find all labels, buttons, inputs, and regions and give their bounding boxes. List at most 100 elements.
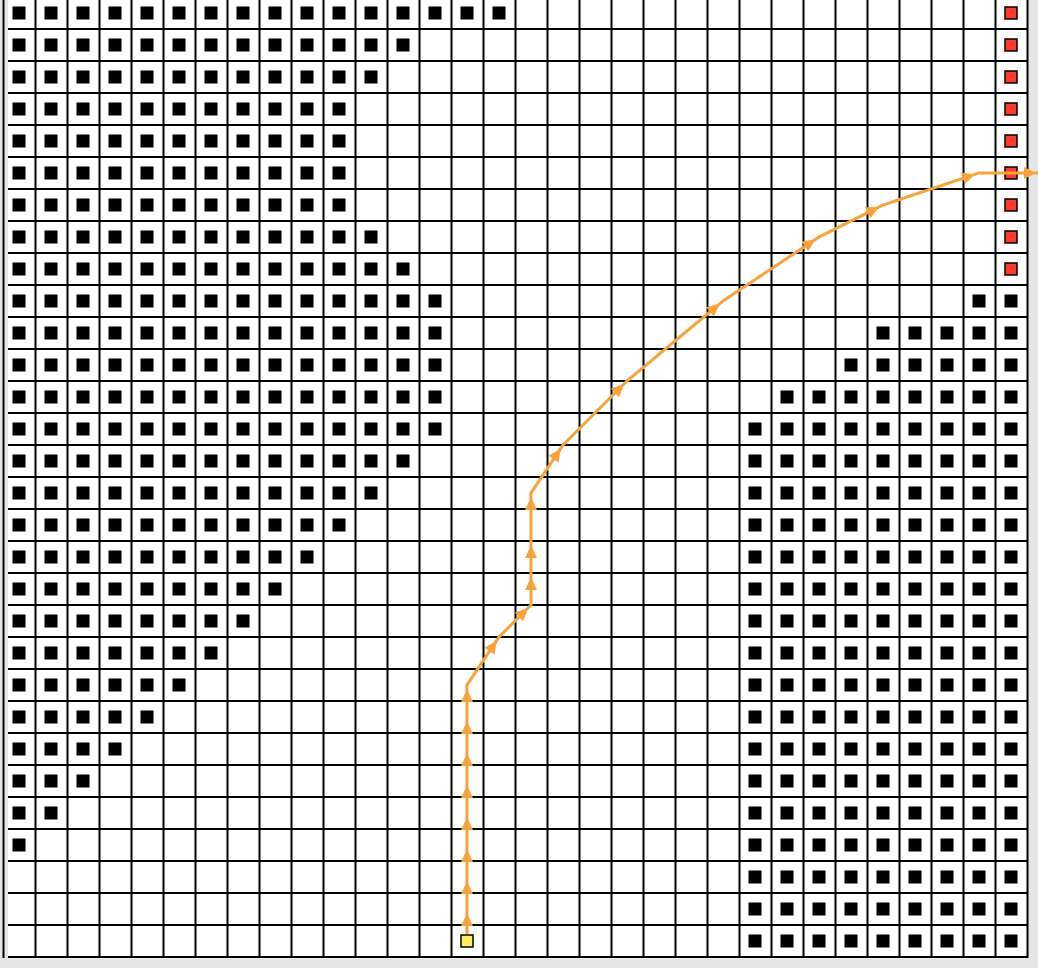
obstacle-cell: [76, 774, 90, 788]
obstacle-cell: [236, 134, 250, 148]
obstacle-cell: [300, 166, 314, 180]
obstacle-cell: [876, 806, 890, 820]
obstacle-cell: [812, 646, 826, 660]
path-arrowhead: [461, 913, 473, 926]
obstacle-cell: [396, 294, 410, 308]
obstacle-cell: [76, 678, 90, 692]
path-arrowhead: [461, 753, 473, 766]
grid-lines: [2, 0, 1029, 958]
obstacle-cell: [812, 390, 826, 404]
obstacle-cell: [76, 38, 90, 52]
obstacle-cell: [364, 6, 378, 20]
obstacle-cell: [908, 422, 922, 436]
obstacle-cell: [204, 518, 218, 532]
obstacle-cell: [876, 902, 890, 916]
obstacle-cell: [76, 742, 90, 756]
obstacle-cell: [12, 262, 26, 276]
obstacle-cell: [44, 454, 58, 468]
obstacle-cell: [780, 838, 794, 852]
obstacle-cell: [140, 294, 154, 308]
obstacle-cell: [140, 166, 154, 180]
obstacle-cell: [940, 678, 954, 692]
obstacle-cell: [396, 390, 410, 404]
obstacle-cell: [140, 326, 154, 340]
obstacle-cell: [44, 102, 58, 116]
obstacle-cell: [76, 326, 90, 340]
obstacle-cell: [204, 166, 218, 180]
obstacle-cell: [972, 294, 986, 308]
obstacle-cell: [300, 38, 314, 52]
obstacle-cell: [396, 262, 410, 276]
obstacle-cell: [972, 934, 986, 948]
obstacle-cell: [44, 710, 58, 724]
obstacle-cell: [268, 166, 282, 180]
obstacle-cell: [908, 934, 922, 948]
obstacle-cell: [204, 358, 218, 372]
path-arrowhead: [525, 577, 537, 590]
obstacle-cell: [140, 390, 154, 404]
obstacle-cell: [844, 646, 858, 660]
obstacle-cell: [204, 294, 218, 308]
goal-cell: [1004, 230, 1018, 244]
obstacle-cell: [876, 390, 890, 404]
obstacle-cell: [236, 38, 250, 52]
obstacle-cell: [908, 870, 922, 884]
obstacle-cell: [76, 134, 90, 148]
obstacle-cell: [76, 582, 90, 596]
obstacle-cell: [44, 486, 58, 500]
obstacle-cell: [108, 262, 122, 276]
obstacle-cell: [812, 742, 826, 756]
obstacle-cell: [108, 326, 122, 340]
obstacle-cell: [1004, 934, 1018, 948]
obstacle-cell: [1004, 454, 1018, 468]
obstacle-cell: [268, 582, 282, 596]
obstacle-cell: [748, 838, 762, 852]
obstacle-cell: [364, 38, 378, 52]
obstacle-cell: [876, 934, 890, 948]
obstacle-cell: [748, 454, 762, 468]
obstacle-cell: [236, 326, 250, 340]
obstacle-cell: [172, 678, 186, 692]
obstacle-cell: [844, 550, 858, 564]
obstacle-cell: [44, 422, 58, 436]
obstacle-cell: [844, 486, 858, 500]
obstacle-cell: [268, 326, 282, 340]
obstacle-cell: [108, 294, 122, 308]
obstacle-cell: [812, 614, 826, 628]
planned-path: [461, 167, 1038, 935]
obstacle-cell: [108, 486, 122, 500]
obstacle-cell: [44, 582, 58, 596]
obstacle-cell: [236, 390, 250, 404]
obstacle-cell: [972, 614, 986, 628]
obstacle-cell: [876, 422, 890, 436]
obstacle-cell: [844, 422, 858, 436]
obstacle-cell: [908, 678, 922, 692]
obstacle-cell: [908, 902, 922, 916]
obstacle-cell: [140, 454, 154, 468]
obstacle-cell: [876, 358, 890, 372]
obstacle-cell: [332, 6, 346, 20]
obstacle-cell: [748, 422, 762, 436]
obstacle-cell: [332, 70, 346, 84]
obstacle-cell: [76, 422, 90, 436]
obstacle-cell: [780, 806, 794, 820]
obstacle-cell: [940, 710, 954, 724]
obstacle-cell: [44, 358, 58, 372]
obstacle-cell: [364, 70, 378, 84]
obstacle-cell: [428, 390, 442, 404]
start-marker: [460, 934, 474, 948]
obstacle-cell: [780, 742, 794, 756]
board-background: [8, 0, 1028, 958]
obstacle-cell: [300, 102, 314, 116]
obstacle-cell: [172, 390, 186, 404]
obstacle-cell: [268, 422, 282, 436]
goal-cell: [1004, 70, 1018, 84]
obstacle-cell: [332, 166, 346, 180]
obstacle-cell: [268, 38, 282, 52]
obstacle-cell: [364, 262, 378, 276]
obstacle-cell: [812, 582, 826, 596]
obstacle-cell: [940, 486, 954, 500]
goal-cell: [1004, 38, 1018, 52]
obstacle-cell: [76, 166, 90, 180]
